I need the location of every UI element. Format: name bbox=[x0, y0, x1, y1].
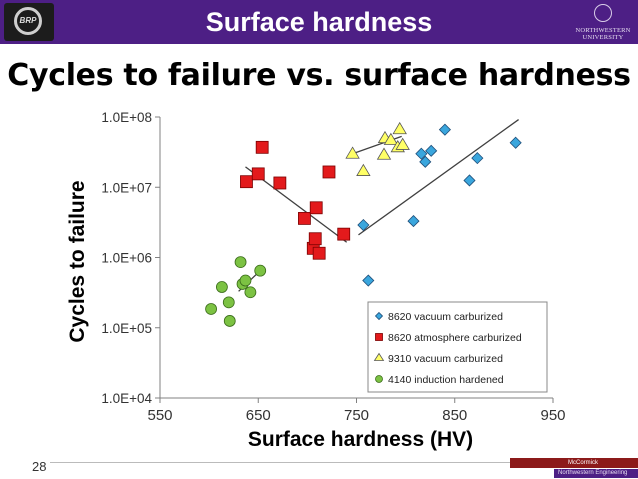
data-point-square bbox=[337, 227, 351, 241]
data-point-circle bbox=[244, 286, 257, 299]
legend-label: 8620 atmosphere carburized bbox=[388, 332, 522, 344]
data-point-diamond bbox=[471, 152, 484, 165]
data-point-diamond bbox=[463, 174, 476, 187]
y-tick-label: 1.0E+05 bbox=[101, 321, 152, 336]
y-tick-label: 1.0E+06 bbox=[101, 251, 152, 266]
trendline bbox=[358, 119, 519, 236]
brp-logo-text: BRP bbox=[19, 16, 37, 25]
page-number: 28 bbox=[32, 459, 47, 474]
data-point-square bbox=[273, 176, 287, 190]
data-point-circle bbox=[205, 303, 217, 315]
data-point-square bbox=[309, 201, 323, 215]
header-title: Surface hardness bbox=[205, 7, 433, 37]
legend-marker-square bbox=[375, 333, 383, 341]
data-point-triangle bbox=[356, 163, 371, 176]
data-point-square bbox=[255, 140, 269, 154]
data-point-diamond bbox=[357, 218, 370, 232]
legend-label: 4140 induction hardened bbox=[388, 374, 504, 386]
gear-logo-icon: BRP bbox=[14, 7, 42, 35]
y-tick-label: 1.0E+04 bbox=[101, 391, 152, 406]
trendlines bbox=[238, 119, 519, 292]
data-point-diamond bbox=[425, 144, 438, 157]
data-point-circle bbox=[215, 281, 228, 293]
y-axis-label: Cycles to failure bbox=[66, 180, 89, 342]
data-point-triangle bbox=[376, 147, 392, 160]
data-point-square bbox=[312, 246, 326, 260]
data-point-square bbox=[308, 232, 322, 246]
data-point-square bbox=[322, 165, 336, 179]
brp-logo: BRP bbox=[4, 3, 54, 41]
data-point-square bbox=[251, 167, 265, 181]
data-point-circle bbox=[223, 315, 236, 327]
mccormick-brand: McCormick bbox=[510, 458, 638, 468]
data-point-triangle bbox=[395, 137, 410, 150]
x-axis-label: Surface hardness (HV) bbox=[248, 428, 473, 451]
footer-divider bbox=[50, 462, 510, 463]
chart-axes: 550 650 750 850 950 1.0E+04 1.0E+05 1.0E+06 1.0E… bbox=[66, 110, 566, 451]
data-point-triangle bbox=[345, 146, 360, 159]
data-point-diamond bbox=[438, 123, 451, 136]
northwestern-logo: NORTHWESTERN UNIVERSITY bbox=[572, 3, 634, 41]
northwestern-engineering-label: Northwestern Engineering bbox=[554, 469, 638, 478]
y-tick-label: 1.0E+08 bbox=[101, 110, 152, 125]
data-point-circle bbox=[254, 264, 267, 277]
data-point-diamond bbox=[407, 215, 420, 228]
x-tick-label: 850 bbox=[442, 407, 467, 424]
data-point-circle bbox=[239, 274, 252, 287]
data-point-diamond bbox=[362, 274, 375, 287]
northwestern-logo-text: NORTHWESTERN UNIVERSITY bbox=[575, 27, 631, 41]
data-point-diamond bbox=[415, 147, 428, 160]
legend-box bbox=[367, 301, 548, 393]
legend-label: 8620 vacuum carburized bbox=[388, 311, 503, 323]
slide-header: BRP Surface hardness NORTHWESTERN UNIVER… bbox=[0, 0, 638, 44]
data-point-square bbox=[298, 212, 311, 225]
data-point-triangle bbox=[383, 132, 399, 145]
x-tick-label: 950 bbox=[540, 407, 565, 424]
slide-title: Cycles to failure vs. surface hardness bbox=[7, 58, 631, 93]
university-seal-icon bbox=[594, 4, 612, 22]
data-point-triangle bbox=[392, 121, 407, 135]
chart-legend: 8620 vacuum carburized 8620 atmosphere ca… bbox=[367, 301, 548, 393]
legend-marker-circle bbox=[375, 375, 383, 383]
legend-label: 9310 vacuum carburized bbox=[388, 353, 503, 365]
legend-marker-diamond bbox=[374, 311, 384, 321]
x-tick-label: 550 bbox=[147, 407, 172, 424]
x-tick-label: 750 bbox=[344, 407, 369, 424]
mccormick-footer-logo: McCormick Northwestern Engineering bbox=[510, 458, 638, 479]
data-point-square bbox=[240, 175, 253, 189]
data-point-diamond bbox=[419, 155, 432, 168]
data-point-circle bbox=[222, 296, 235, 309]
legend-marker-triangle bbox=[373, 352, 385, 361]
data-points bbox=[205, 121, 522, 327]
y-tick-label: 1.0E+07 bbox=[101, 180, 152, 195]
data-point-diamond bbox=[509, 136, 522, 149]
data-point-circle bbox=[234, 256, 247, 269]
x-tick-label: 650 bbox=[246, 407, 271, 424]
